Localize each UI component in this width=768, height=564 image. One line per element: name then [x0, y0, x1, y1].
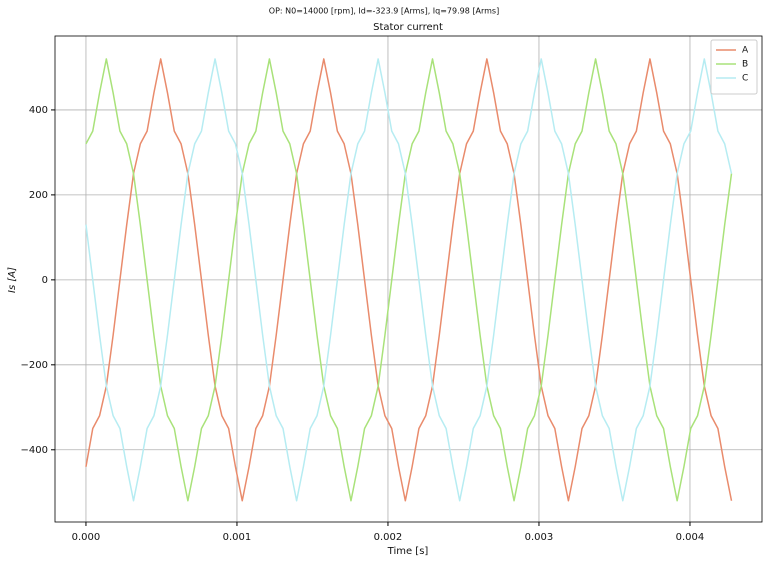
- x-tick-label: 0.002: [374, 532, 403, 543]
- legend-label: A: [742, 46, 749, 56]
- y-tick-label: −400: [21, 445, 48, 456]
- y-tick-label: 400: [29, 105, 48, 116]
- x-tick-label: 0.003: [525, 532, 554, 543]
- y-tick-label: 0: [42, 275, 48, 286]
- y-tick-label: −200: [21, 360, 48, 371]
- x-tick-label: 0.000: [72, 532, 101, 543]
- y-tick-label: 200: [29, 190, 48, 201]
- legend-label: C: [742, 74, 748, 84]
- suptitle: OP: N0=14000 [rpm], Id=-323.9 [Arms], Iq…: [269, 7, 499, 16]
- x-tick-label: 0.004: [676, 532, 705, 543]
- legend: ABC: [710, 39, 758, 95]
- legend-label: B: [742, 60, 748, 70]
- x-tick-label: 0.001: [223, 532, 252, 543]
- series-line: [85, 58, 733, 502]
- series-line: [85, 58, 733, 502]
- legend-box: [710, 39, 758, 95]
- x-axis-label: Time [s]: [387, 546, 429, 557]
- plot-frame: [54, 35, 763, 523]
- y-axis-label: Is [A]: [7, 267, 18, 293]
- chart-title: Stator current: [373, 22, 443, 33]
- series-line: [85, 58, 733, 502]
